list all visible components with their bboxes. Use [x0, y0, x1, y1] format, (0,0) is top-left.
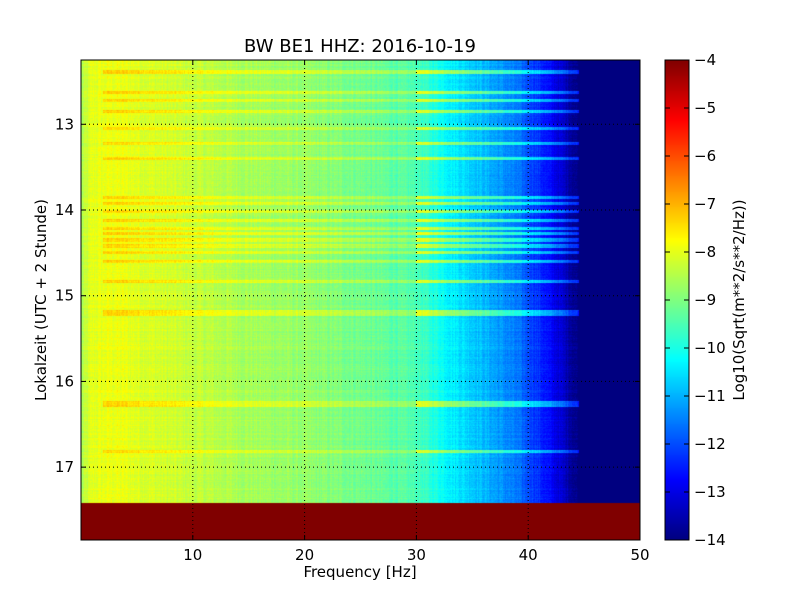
colorbar-tick-label: −11 — [694, 387, 726, 405]
y-tick-label: 14 — [55, 201, 74, 219]
colorbar-tick-label: −12 — [694, 435, 726, 453]
y-tick-label: 15 — [55, 287, 74, 305]
chart-title: BW BE1 HHZ: 2016-10-19 — [244, 36, 476, 57]
grid-lines — [81, 60, 640, 540]
colorbar-label: Log10(Sqrt(m**2/s**2/Hz)) — [730, 199, 748, 400]
colorbar-tick-label: −8 — [694, 243, 716, 261]
x-tick-label: 50 — [630, 546, 649, 564]
x-axis: 10 20 30 40 50 — [183, 60, 650, 564]
y-tick-label: 13 — [55, 115, 74, 133]
colorbar-tick-label: −4 — [694, 51, 716, 69]
x-tick-label: 10 — [183, 546, 202, 564]
colorbar-tick-label: −6 — [694, 147, 716, 165]
spectrogram-image — [81, 60, 640, 540]
colorbar-tick-label: −5 — [694, 99, 716, 117]
colorbar: −4 −5 −6 −7 −8 −9 −10 −11 −12 −13 −14 — [664, 51, 726, 549]
x-axis-label: Frequency [Hz] — [303, 563, 416, 581]
colorbar-tick-label: −10 — [694, 339, 726, 357]
colorbar-tick-label: −9 — [694, 291, 716, 309]
colorbar-ticks: −4 −5 −6 −7 −8 −9 −10 −11 −12 −13 −14 — [665, 51, 726, 549]
y-axis-label: Lokalzeit (UTC + 2 Stunde) — [32, 199, 50, 401]
plot-frame — [80, 59, 641, 541]
colorbar-tick-label: −7 — [694, 195, 716, 213]
x-tick-label: 20 — [295, 546, 314, 564]
y-axis: 13 14 15 16 17 — [55, 115, 640, 476]
y-tick-label: 16 — [55, 372, 74, 390]
colorbar-tick-label: −14 — [694, 531, 726, 549]
y-tick-label: 17 — [55, 458, 74, 476]
x-tick-label: 30 — [407, 546, 426, 564]
x-tick-label: 40 — [519, 546, 538, 564]
colorbar-tick-label: −13 — [694, 483, 726, 501]
